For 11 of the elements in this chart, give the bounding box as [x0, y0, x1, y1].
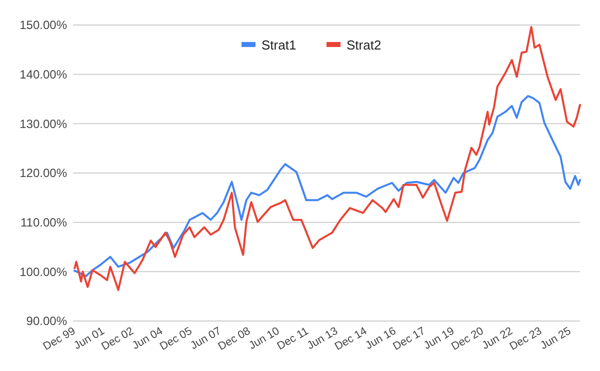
y-tick-label: 150.00% — [20, 18, 68, 32]
line-series — [74, 26, 581, 291]
y-tick-label: 90.00% — [26, 314, 68, 328]
legend-label: Strat1 — [262, 38, 296, 53]
legend-label: Strat2 — [346, 38, 382, 53]
y-tick-label: 100.00% — [20, 264, 68, 279]
y-tick-label: 140.00% — [20, 68, 68, 82]
y-tick-label: 130.00% — [20, 116, 68, 131]
line-series — [74, 95, 581, 278]
y-tick-label: 120.00% — [20, 166, 68, 180]
y-tick-label: 110.00% — [20, 216, 68, 230]
